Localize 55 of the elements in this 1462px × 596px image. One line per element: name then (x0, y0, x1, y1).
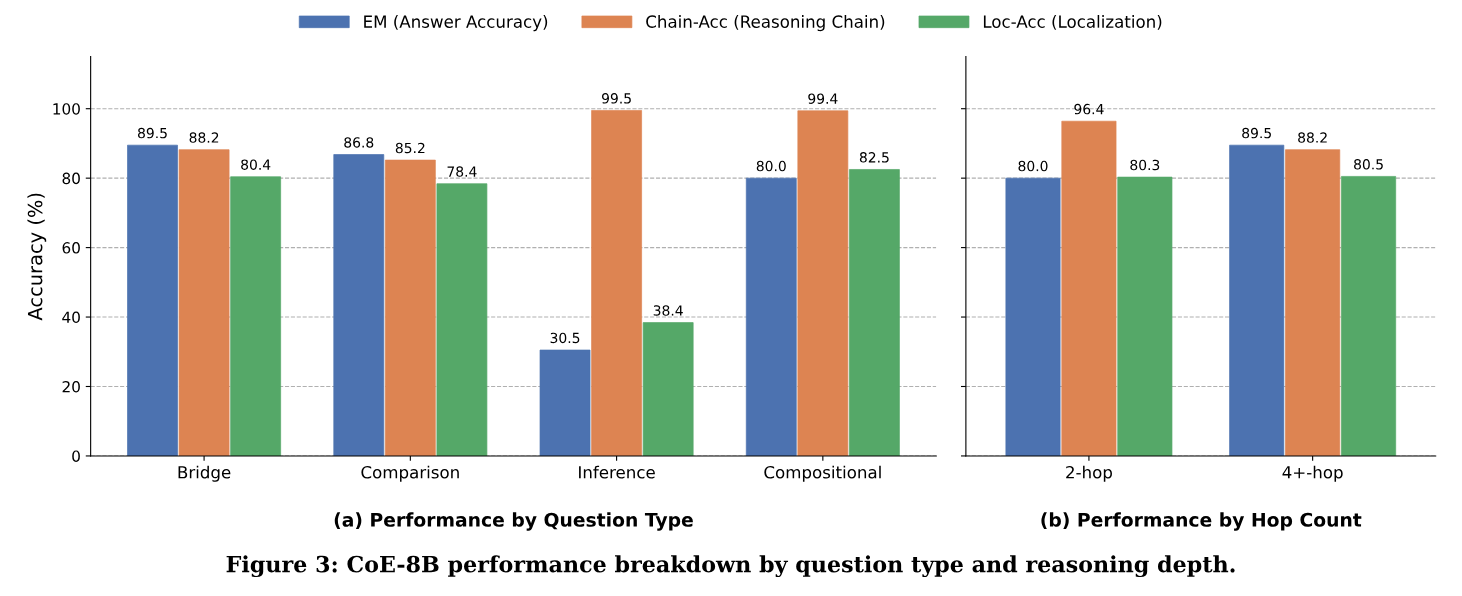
data-label: 78.4 (447, 166, 477, 177)
data-label: 99.4 (808, 93, 838, 104)
legend-label: EM (Answer Accuracy) (364, 15, 548, 32)
data-label: 38.4 (653, 305, 683, 316)
bar (1117, 176, 1173, 456)
y-tick-label: 80 (62, 172, 80, 185)
bar (1061, 120, 1117, 456)
bar (1005, 177, 1061, 456)
data-label: 88.2 (1298, 132, 1327, 143)
x-tick-label: Comparison (361, 465, 459, 482)
legend-label: Loc-Acc (Localization) (983, 15, 1162, 30)
caption: Figure 3: CoE-8B performance breakdown by question type and reasoning depth. (226, 555, 1235, 578)
bar (178, 149, 230, 456)
y-axis-title: Accuracy (%) (27, 193, 47, 321)
bar (797, 110, 849, 456)
bar (436, 183, 488, 456)
bar (1285, 149, 1341, 456)
data-label: 82.5 (859, 152, 889, 163)
x-tick-label: Bridge (178, 465, 231, 482)
data-label: 80.4 (241, 159, 271, 170)
data-label: 86.8 (344, 137, 374, 148)
bar (127, 144, 178, 456)
bar (384, 159, 436, 456)
y-tick-label: 40 (62, 311, 80, 324)
bar (745, 177, 797, 456)
x-tick-label: 4+-hop (1282, 465, 1343, 482)
data-label: 88.2 (189, 132, 219, 143)
x-tick-label: Compositional (764, 465, 881, 482)
text: (b) Performance by Hop Count (1041, 512, 1362, 531)
data-label: 99.5 (602, 93, 631, 104)
bar (333, 154, 385, 456)
data-label: 85.2 (395, 142, 425, 154)
bar (1229, 144, 1285, 456)
legend-label: Chain-Acc (Reasoning Chain) (646, 15, 885, 32)
data-label: 80.3 (1130, 159, 1160, 171)
bar (230, 176, 282, 456)
text: (a) Performance by Question Type (334, 512, 693, 531)
data-label: 89.5 (1242, 127, 1271, 139)
data-label: 80.5 (1354, 159, 1383, 170)
data-label: 96.4 (1074, 103, 1104, 115)
x-tick-label: Inference (579, 465, 655, 479)
x-tick-label: 2-hop (1066, 465, 1112, 482)
bar (642, 322, 694, 456)
data-label: 80.0 (1018, 160, 1048, 172)
y-tick-label: 0 (72, 450, 80, 462)
bar (591, 110, 642, 456)
data-label: 30.5 (550, 332, 580, 344)
bar (539, 349, 591, 456)
data-label: 80.0 (756, 160, 786, 172)
bar (849, 169, 900, 456)
bar (1341, 176, 1397, 456)
y-tick-label: 100 (53, 103, 80, 115)
y-tick-label: 60 (62, 242, 80, 254)
data-label: 89.5 (138, 127, 167, 139)
y-tick-label: 20 (62, 380, 80, 393)
